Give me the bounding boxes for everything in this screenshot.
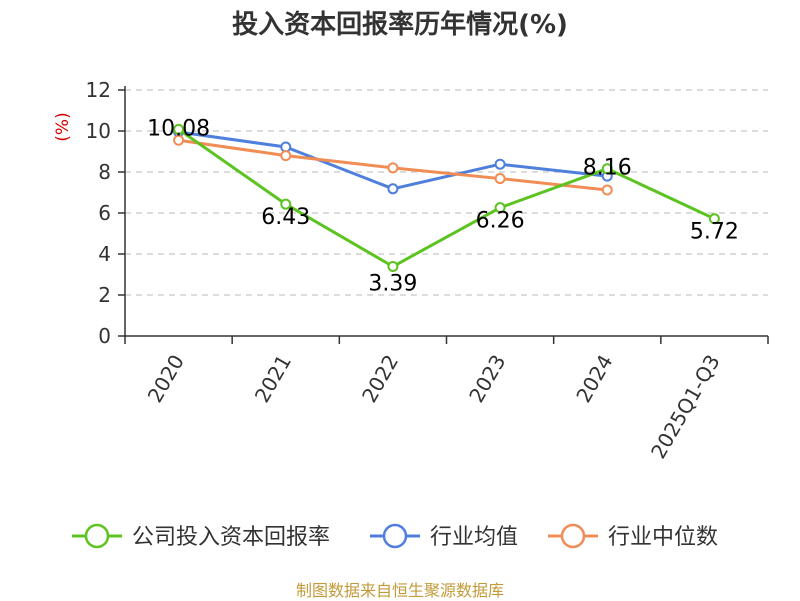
x-tick-label: 2022 <box>357 351 403 407</box>
data-label: 8.16 <box>583 156 632 181</box>
data-point <box>387 261 399 273</box>
data-point <box>601 163 613 175</box>
legend: 公司投入资本回报率 行业均值 行业中位数 <box>72 523 718 550</box>
source-note: 制图数据来自恒生聚源数据库 <box>295 581 504 600</box>
data-label: 3.39 <box>368 272 417 297</box>
data-point <box>387 162 399 174</box>
data-point <box>387 183 399 195</box>
legend-label: 行业中位数 <box>608 525 718 550</box>
series-line-0 <box>177 128 716 269</box>
data-point <box>173 123 185 135</box>
data-point <box>494 158 506 170</box>
data-point <box>280 198 292 210</box>
x-tick-label: 2023 <box>464 351 510 407</box>
x-tick-label: 2024 <box>571 351 617 407</box>
legend-swatch-marker <box>382 523 408 549</box>
data-point <box>280 150 292 162</box>
data-label: 10.08 <box>147 116 210 141</box>
legend-swatch-marker <box>84 523 110 549</box>
chart-title: 投入资本回报率历年情况(%) <box>232 10 568 40</box>
legend-label: 行业均值 <box>430 525 518 550</box>
x-tick-label: 2020 <box>143 351 189 407</box>
data-label: 6.26 <box>476 209 525 234</box>
legend-label: 公司投入资本回报率 <box>132 525 330 550</box>
y-tick-label: 2 <box>98 283 111 307</box>
data-point <box>494 173 506 185</box>
data-point <box>173 134 185 146</box>
data-labels: 10.08 6.43 3.39 6.26 8.16 5.72 <box>147 116 739 296</box>
data-point <box>601 184 613 196</box>
y-axis-label: (%) <box>53 112 73 141</box>
series <box>173 123 720 273</box>
x-tick-label: 2021 <box>250 351 296 407</box>
gridlines <box>125 89 768 296</box>
series-line-1 <box>178 130 608 191</box>
data-label: 6.43 <box>261 205 310 230</box>
y-tick-label: 10 <box>86 119 111 143</box>
y-tick-label: 4 <box>98 242 111 266</box>
y-tick-label: 8 <box>98 160 111 184</box>
data-point <box>494 202 506 214</box>
data-point <box>708 213 720 225</box>
legend-swatch-marker <box>560 523 586 549</box>
data-label: 5.72 <box>690 220 739 245</box>
x-tick-label: 2025Q1-Q3 <box>646 351 725 463</box>
y-tick-label: 12 <box>86 78 111 102</box>
y-tick-label: 0 <box>98 324 111 348</box>
y-tick-label: 6 <box>98 201 111 225</box>
